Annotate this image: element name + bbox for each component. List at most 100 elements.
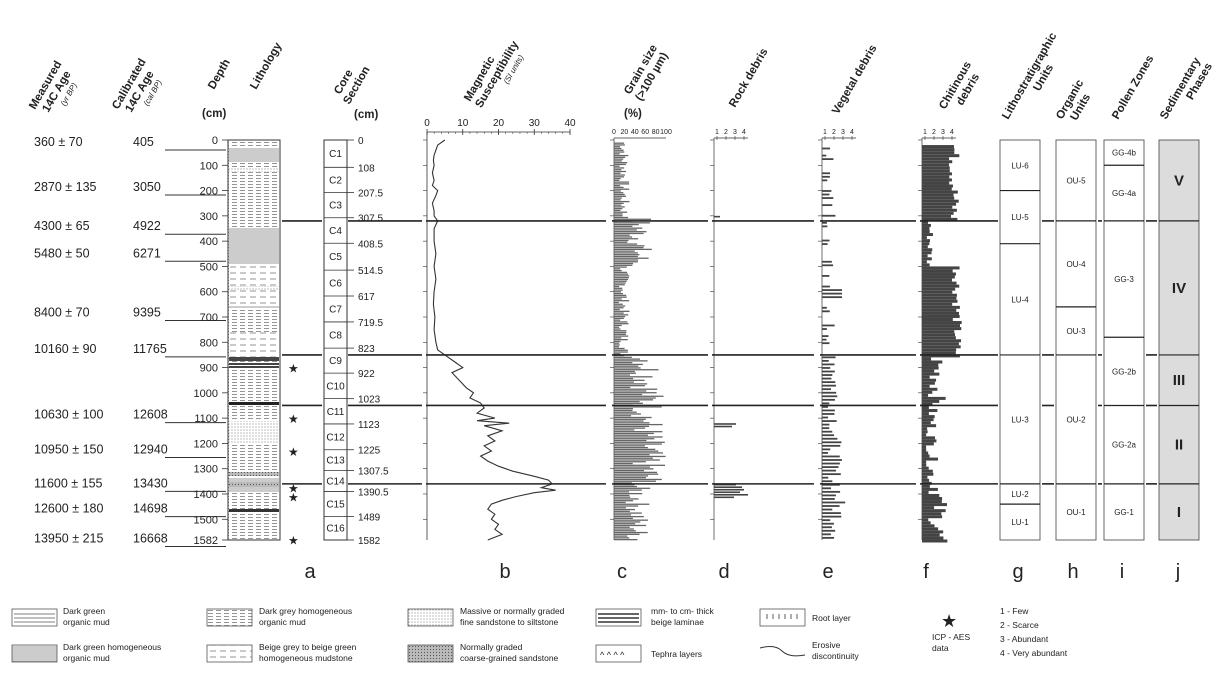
core-section-unit: (cm) <box>354 109 378 121</box>
organic-unit-label: OU-2 <box>1066 415 1086 424</box>
grain-bar <box>614 498 639 500</box>
grain-bar <box>614 462 633 465</box>
depth-label: 100 <box>200 160 218 172</box>
chitinous-debris-bar <box>922 172 952 176</box>
grain-bar <box>614 268 621 270</box>
section-label: C8 <box>329 331 342 342</box>
grain-bar <box>614 445 645 447</box>
svg-text:Lithology: Lithology <box>248 40 285 91</box>
grain-bar <box>614 379 645 381</box>
calibrated-age: 13430 <box>133 476 168 490</box>
depth-label: 1582 <box>194 535 218 547</box>
grain-bar <box>614 241 628 243</box>
legend: Dark green organic mud Dark green homogen… <box>11 606 1068 663</box>
grain-bar <box>614 238 639 240</box>
chitinous-debris-bar <box>922 211 954 215</box>
grain-bar <box>614 149 624 151</box>
chitinous-debris-bar <box>922 193 954 197</box>
chitinous-debris-bar <box>922 384 930 388</box>
depth-label: 1100 <box>194 413 218 425</box>
chitinous-debris-bar <box>922 214 952 218</box>
pollen-zone-label: GG-1 <box>1114 508 1134 517</box>
section-depth-label: 1582 <box>358 536 381 547</box>
grain-bar <box>614 204 622 206</box>
grain-bar <box>614 531 648 534</box>
measured-age: 2870 ± 135 <box>34 180 97 194</box>
grain-bar <box>614 344 620 346</box>
grain-bar <box>614 211 628 213</box>
grain-bar <box>614 223 639 226</box>
rock-debris-bar <box>714 496 734 499</box>
pollen-zone-label: GG-2b <box>1112 367 1137 376</box>
section-depth-label: 1489 <box>358 512 381 523</box>
grain-bar <box>614 254 640 256</box>
section-depth-label: 1123 <box>358 420 380 431</box>
ms-profile-line <box>431 139 556 541</box>
organic-units-header: Organic Units <box>1054 77 1093 122</box>
chitinous-debris-bar <box>922 336 956 340</box>
chitinous-debris-bar <box>922 493 940 497</box>
measured-age: 8400 ± 70 <box>34 305 90 319</box>
ms-tick-label: 30 <box>529 118 541 129</box>
grain-bar <box>614 248 652 251</box>
vegetal-debris-bar <box>822 402 830 405</box>
vegetal-debris-bar <box>822 441 842 444</box>
grain-bar <box>614 340 621 343</box>
grain-bar <box>614 469 645 472</box>
chitinous-debris-bar <box>922 342 959 346</box>
chitinous-debris-bar <box>922 396 946 400</box>
grain-bar <box>614 321 628 323</box>
grain-bar <box>614 298 622 300</box>
grain-bar <box>614 448 656 451</box>
vegetal-debris-bar <box>822 533 831 536</box>
column-headers: Measured 14C Age (yr BP) Calibrated 14C … <box>27 30 1215 122</box>
chitinous-debris-bar <box>922 463 927 467</box>
vegetal-debris-bar <box>822 483 840 486</box>
grain-bar <box>614 381 634 383</box>
chitinous-debris-bar <box>922 299 958 303</box>
chitinous-debris-bar <box>922 236 927 240</box>
chitinous-debris-bar <box>922 257 932 261</box>
grain-bar <box>614 425 650 428</box>
depth-label: 400 <box>200 236 218 248</box>
grain-bar <box>614 385 645 387</box>
vegetal-debris-bar <box>822 395 838 398</box>
grain-bar <box>614 208 623 210</box>
grain-bar <box>614 294 627 297</box>
legend-scale: 1 - Few 2 - Scarce 3 - Abundant 4 - Very… <box>1000 606 1068 658</box>
discontinuity-lines <box>282 220 1157 485</box>
grain-bar <box>614 185 621 187</box>
grain-bar <box>614 179 620 181</box>
grain-bar <box>614 418 646 420</box>
chitinous-debris-bar <box>922 524 935 528</box>
grain-bar <box>614 480 656 482</box>
chitinous-debris-bar <box>922 148 955 152</box>
grain-bar <box>614 291 622 293</box>
grain-bar <box>614 257 649 259</box>
vegetal-debris-bar <box>822 147 831 150</box>
vegetal-debris-bar <box>822 324 835 327</box>
vegetal-debris-bar <box>822 420 837 422</box>
measured-age: 11600 ± 155 <box>34 476 103 490</box>
chitinous-debris-bar <box>922 324 960 328</box>
grain-bar <box>614 163 626 166</box>
vegetal-debris-bar <box>822 190 832 192</box>
chitinous-debris-bar <box>922 296 957 300</box>
grain-bar <box>614 416 652 419</box>
depth-label: 1300 <box>194 464 218 476</box>
grain-bar <box>614 360 648 362</box>
chitinous-debris-bar <box>922 484 930 488</box>
grain-bar <box>614 457 653 459</box>
vegetal-debris-bar <box>822 363 835 366</box>
legend-beige-mudstone: Beige grey to beige green homogeneous mud… <box>206 642 357 663</box>
lithology-layer <box>229 167 279 172</box>
grain-bar <box>614 521 641 523</box>
litho-unit-label: LU-4 <box>1011 295 1029 304</box>
ms-tick-label: 20 <box>493 118 505 129</box>
section-depth-label: 307.5 <box>358 214 383 225</box>
vegetal-debris-bar <box>822 515 842 518</box>
grain-bar <box>614 328 621 330</box>
grain-bar <box>614 496 631 498</box>
section-depth-label: 108 <box>358 163 375 174</box>
